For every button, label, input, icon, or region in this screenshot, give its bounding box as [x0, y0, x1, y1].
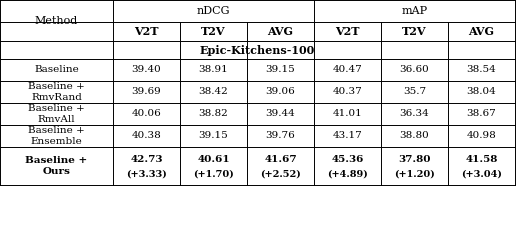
Text: T2V: T2V — [201, 26, 226, 37]
Text: Baseline +
RmvAll: Baseline + RmvAll — [28, 104, 85, 124]
Text: 41.01: 41.01 — [333, 110, 362, 118]
Text: Baseline +
Ours: Baseline + Ours — [25, 156, 88, 176]
Text: 43.17: 43.17 — [333, 132, 362, 141]
Text: 45.36: 45.36 — [331, 154, 364, 164]
Text: (+4.89): (+4.89) — [327, 170, 368, 178]
Text: (+3.04): (+3.04) — [461, 170, 502, 178]
Text: 37.80: 37.80 — [398, 154, 431, 164]
Text: 39.06: 39.06 — [266, 87, 295, 97]
Text: 39.44: 39.44 — [266, 110, 295, 118]
Text: 40.61: 40.61 — [197, 154, 230, 164]
Text: 38.04: 38.04 — [466, 87, 496, 97]
Text: 38.80: 38.80 — [399, 132, 429, 141]
Text: 36.34: 36.34 — [399, 110, 429, 118]
Text: 41.67: 41.67 — [264, 154, 297, 164]
Text: Method: Method — [35, 16, 78, 25]
Text: 40.38: 40.38 — [132, 132, 162, 141]
Text: 39.69: 39.69 — [132, 87, 162, 97]
Text: 39.40: 39.40 — [132, 66, 162, 75]
Text: AVG: AVG — [267, 26, 294, 37]
Text: 39.15: 39.15 — [199, 132, 229, 141]
Text: (+2.52): (+2.52) — [260, 170, 301, 178]
Text: 39.76: 39.76 — [266, 132, 295, 141]
Text: T2V: T2V — [402, 26, 427, 37]
Text: (+1.70): (+1.70) — [193, 170, 234, 178]
Text: 38.67: 38.67 — [466, 110, 496, 118]
Text: 38.82: 38.82 — [199, 110, 229, 118]
Text: 36.60: 36.60 — [399, 66, 429, 75]
Text: V2T: V2T — [134, 26, 159, 37]
Text: (+1.20): (+1.20) — [394, 170, 435, 178]
Text: 38.42: 38.42 — [199, 87, 229, 97]
Text: 40.98: 40.98 — [466, 132, 496, 141]
Text: 40.06: 40.06 — [132, 110, 162, 118]
Text: 39.15: 39.15 — [266, 66, 295, 75]
Text: AVG: AVG — [469, 26, 494, 37]
Text: 35.7: 35.7 — [403, 87, 426, 97]
Text: (+3.33): (+3.33) — [126, 170, 167, 178]
Text: Baseline: Baseline — [34, 66, 79, 75]
Text: Baseline +
Ensemble: Baseline + Ensemble — [28, 126, 85, 146]
Text: Baseline +
RmvRand: Baseline + RmvRand — [28, 82, 85, 102]
Text: 40.37: 40.37 — [333, 87, 362, 97]
Text: V2T: V2T — [335, 26, 360, 37]
Text: nDCG: nDCG — [197, 6, 230, 16]
Text: Epic-Kitchens-100: Epic-Kitchens-100 — [200, 45, 315, 55]
Text: 38.91: 38.91 — [199, 66, 229, 75]
Text: 40.47: 40.47 — [333, 66, 362, 75]
Text: 42.73: 42.73 — [130, 154, 163, 164]
Text: mAP: mAP — [401, 6, 428, 16]
Text: 38.54: 38.54 — [466, 66, 496, 75]
Text: 41.58: 41.58 — [465, 154, 498, 164]
